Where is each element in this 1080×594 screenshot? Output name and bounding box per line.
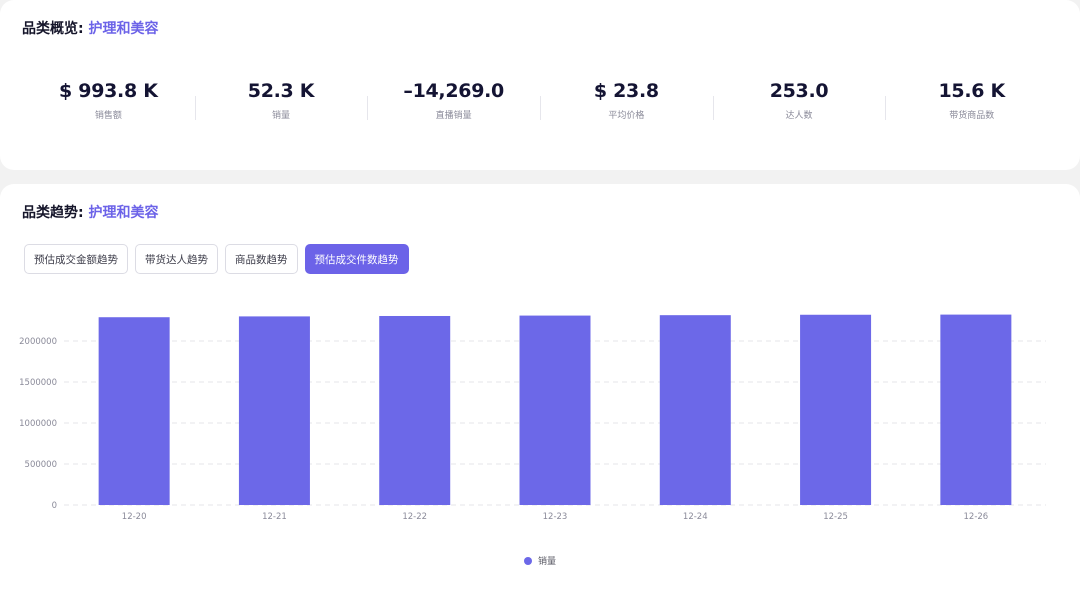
category-overview-card: 品类概览: 护理和美容 $ 993.8 K 销售额 52.3 K 销量 –14,… [0, 0, 1080, 170]
overview-title: 品类概览: 护理和美容 [22, 18, 158, 38]
metric-value: 253.0 [769, 80, 829, 102]
metric-value: 15.6 K [938, 80, 1005, 102]
metric-value: –14,269.0 [403, 80, 504, 102]
metric-average-price: $ 23.8 平均价格 [540, 78, 713, 128]
tab-product-count-trend[interactable]: 商品数趋势 [225, 244, 298, 274]
metric-label: 平均价格 [608, 111, 645, 121]
bar-12-20[interactable] [98, 317, 170, 505]
bar-12-21[interactable] [238, 316, 310, 505]
metric-label: 直播销量 [435, 111, 472, 121]
legend-marker [523, 556, 532, 565]
tab-estimated-units-trend[interactable]: 预估成交件数趋势 [304, 244, 409, 274]
y-tick-label: 1500000 [19, 378, 57, 388]
tab-influencer-trend[interactable]: 带货达人趋势 [135, 244, 218, 274]
trend-tabs: 预估成交金额趋势 带货达人趋势 商品数趋势 预估成交件数趋势 [24, 244, 409, 274]
metrics-row: $ 993.8 K 销售额 52.3 K 销量 –14,269.0 直播销量 $… [22, 78, 1058, 128]
tab-estimated-gmv-trend[interactable]: 预估成交金额趋势 [24, 244, 128, 274]
bar-12-25[interactable] [800, 314, 872, 505]
y-tick-label: 500000 [25, 460, 57, 470]
overview-title-prefix: 品类概览: [22, 21, 84, 37]
y-tick-label: 0 [52, 501, 57, 511]
x-tick-label: 12-20 [122, 512, 147, 522]
y-axis-ticks: 0 500000 1000000 1500000 2000000 [19, 337, 57, 511]
bar-12-24[interactable] [659, 315, 731, 505]
overview-title-category: 护理和美容 [88, 21, 159, 37]
x-axis-ticks: 12-20 12-21 12-22 12-23 12-24 12-25 12-26 [122, 512, 988, 522]
y-tick-label: 1000000 [19, 419, 57, 429]
bar-12-26[interactable] [940, 314, 1012, 505]
x-tick-label: 12-21 [262, 512, 287, 522]
x-tick-label: 12-25 [823, 512, 848, 522]
metric-sales-amount: $ 993.8 K 销售额 [22, 78, 195, 128]
metric-label: 销量 [272, 111, 291, 121]
bar-12-23[interactable] [519, 315, 591, 505]
legend-label: 销量 [537, 557, 556, 567]
x-tick-label: 12-22 [402, 512, 427, 522]
metric-label: 达人数 [785, 111, 813, 121]
bars [98, 314, 1012, 505]
bar-12-22[interactable] [379, 315, 451, 505]
metric-value: 52.3 K [247, 80, 315, 102]
metric-sales-volume: 52.3 K 销量 [194, 78, 368, 128]
metric-influencer-count: 253.0 达人数 [712, 78, 886, 128]
y-tick-label: 2000000 [19, 337, 57, 347]
metric-value: $ 993.8 K [59, 80, 158, 102]
trend-title: 品类趋势: 护理和美容 [22, 202, 158, 222]
x-tick-label: 12-24 [683, 512, 708, 522]
metric-live-sales: –14,269.0 直播销量 [367, 78, 540, 128]
metric-product-count: 15.6 K 带货商品数 [885, 78, 1058, 128]
chart-legend[interactable]: 销量 [0, 554, 1080, 567]
x-tick-label: 12-23 [543, 512, 568, 522]
x-tick-label: 12-26 [964, 512, 989, 522]
metric-label: 销售额 [94, 111, 122, 121]
trend-title-category: 护理和美容 [88, 205, 159, 221]
trend-title-prefix: 品类趋势: [22, 205, 84, 221]
metric-value: $ 23.8 [593, 80, 659, 102]
metric-label: 带货商品数 [949, 111, 995, 121]
category-trend-card: 品类趋势: 护理和美容 预估成交金额趋势 带货达人趋势 商品数趋势 预估成交件数… [0, 184, 1080, 594]
